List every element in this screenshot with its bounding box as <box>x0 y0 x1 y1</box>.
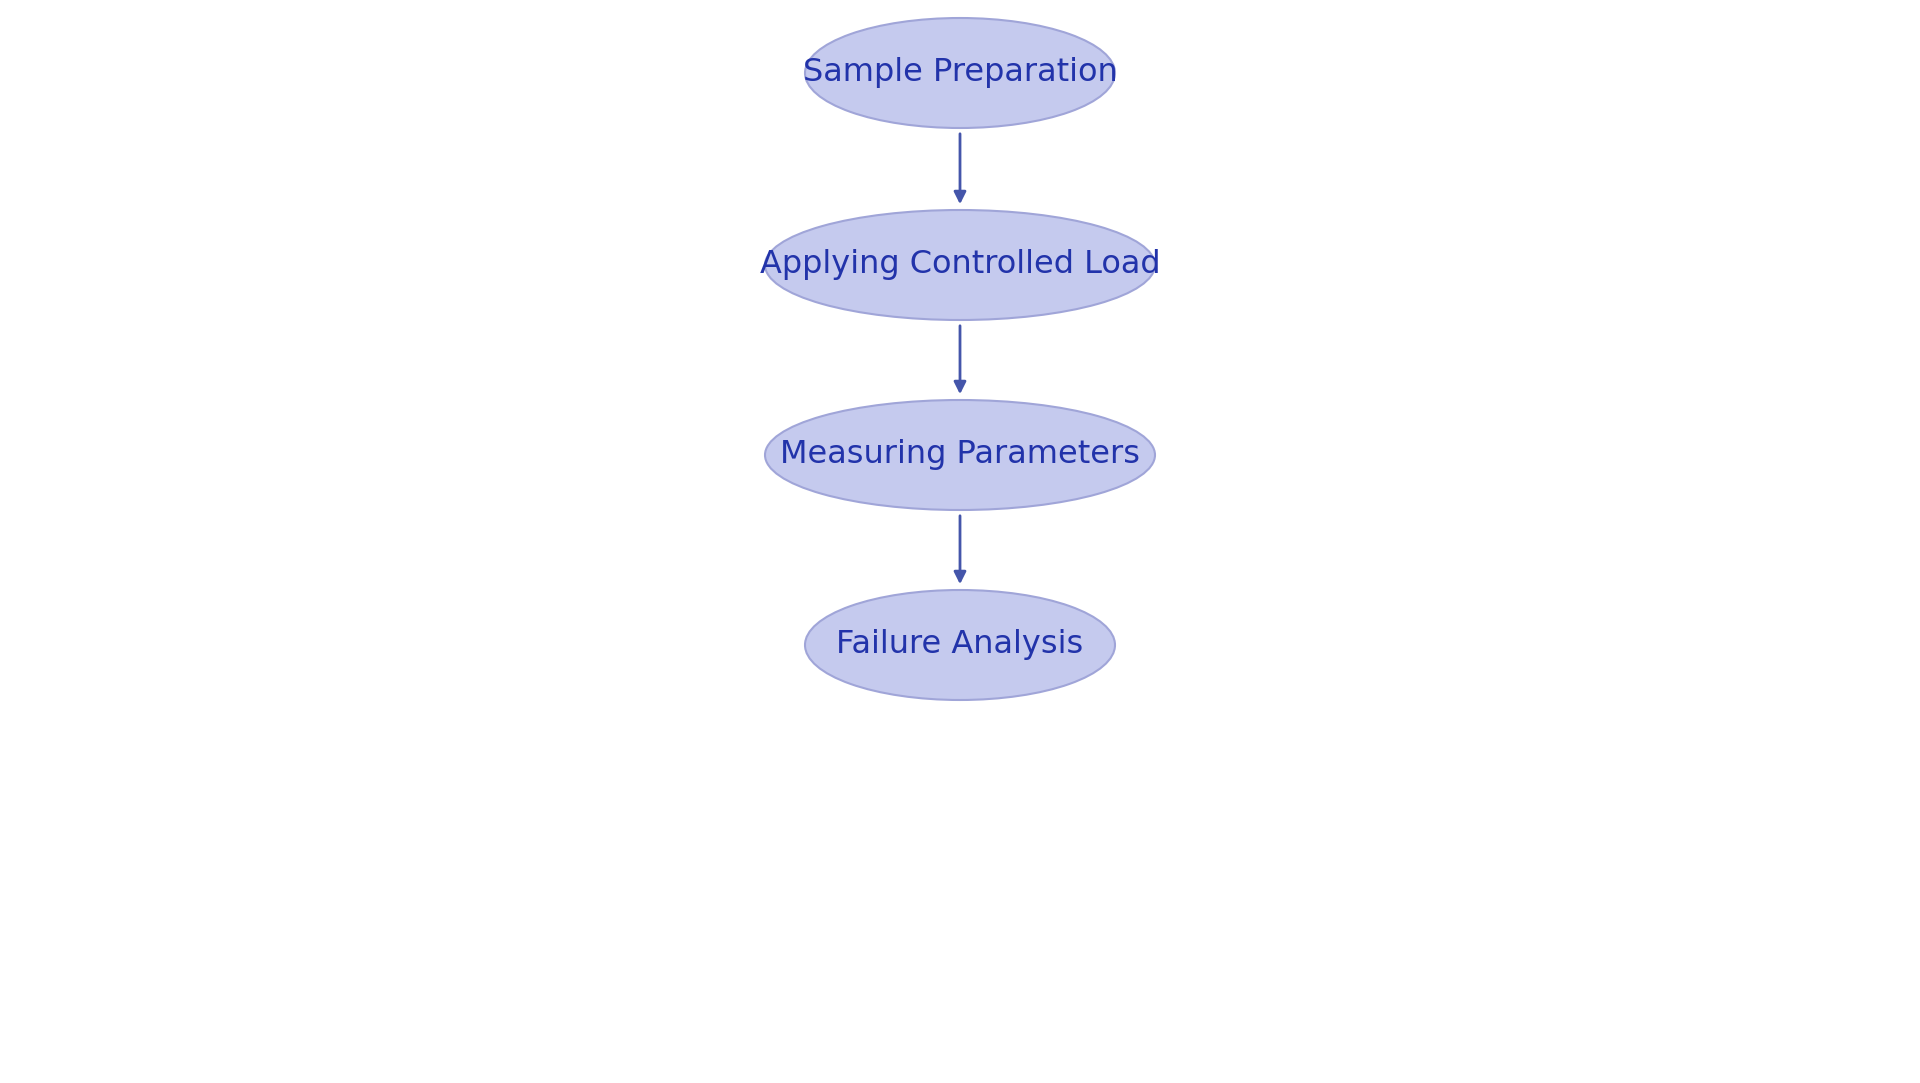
Ellipse shape <box>764 210 1156 319</box>
Text: Failure Analysis: Failure Analysis <box>837 629 1083 661</box>
Text: Measuring Parameters: Measuring Parameters <box>780 440 1140 470</box>
Text: Sample Preparation: Sample Preparation <box>803 57 1117 89</box>
Ellipse shape <box>764 400 1156 510</box>
Ellipse shape <box>804 590 1116 700</box>
Text: Applying Controlled Load: Applying Controlled Load <box>760 249 1160 280</box>
Ellipse shape <box>804 18 1116 128</box>
